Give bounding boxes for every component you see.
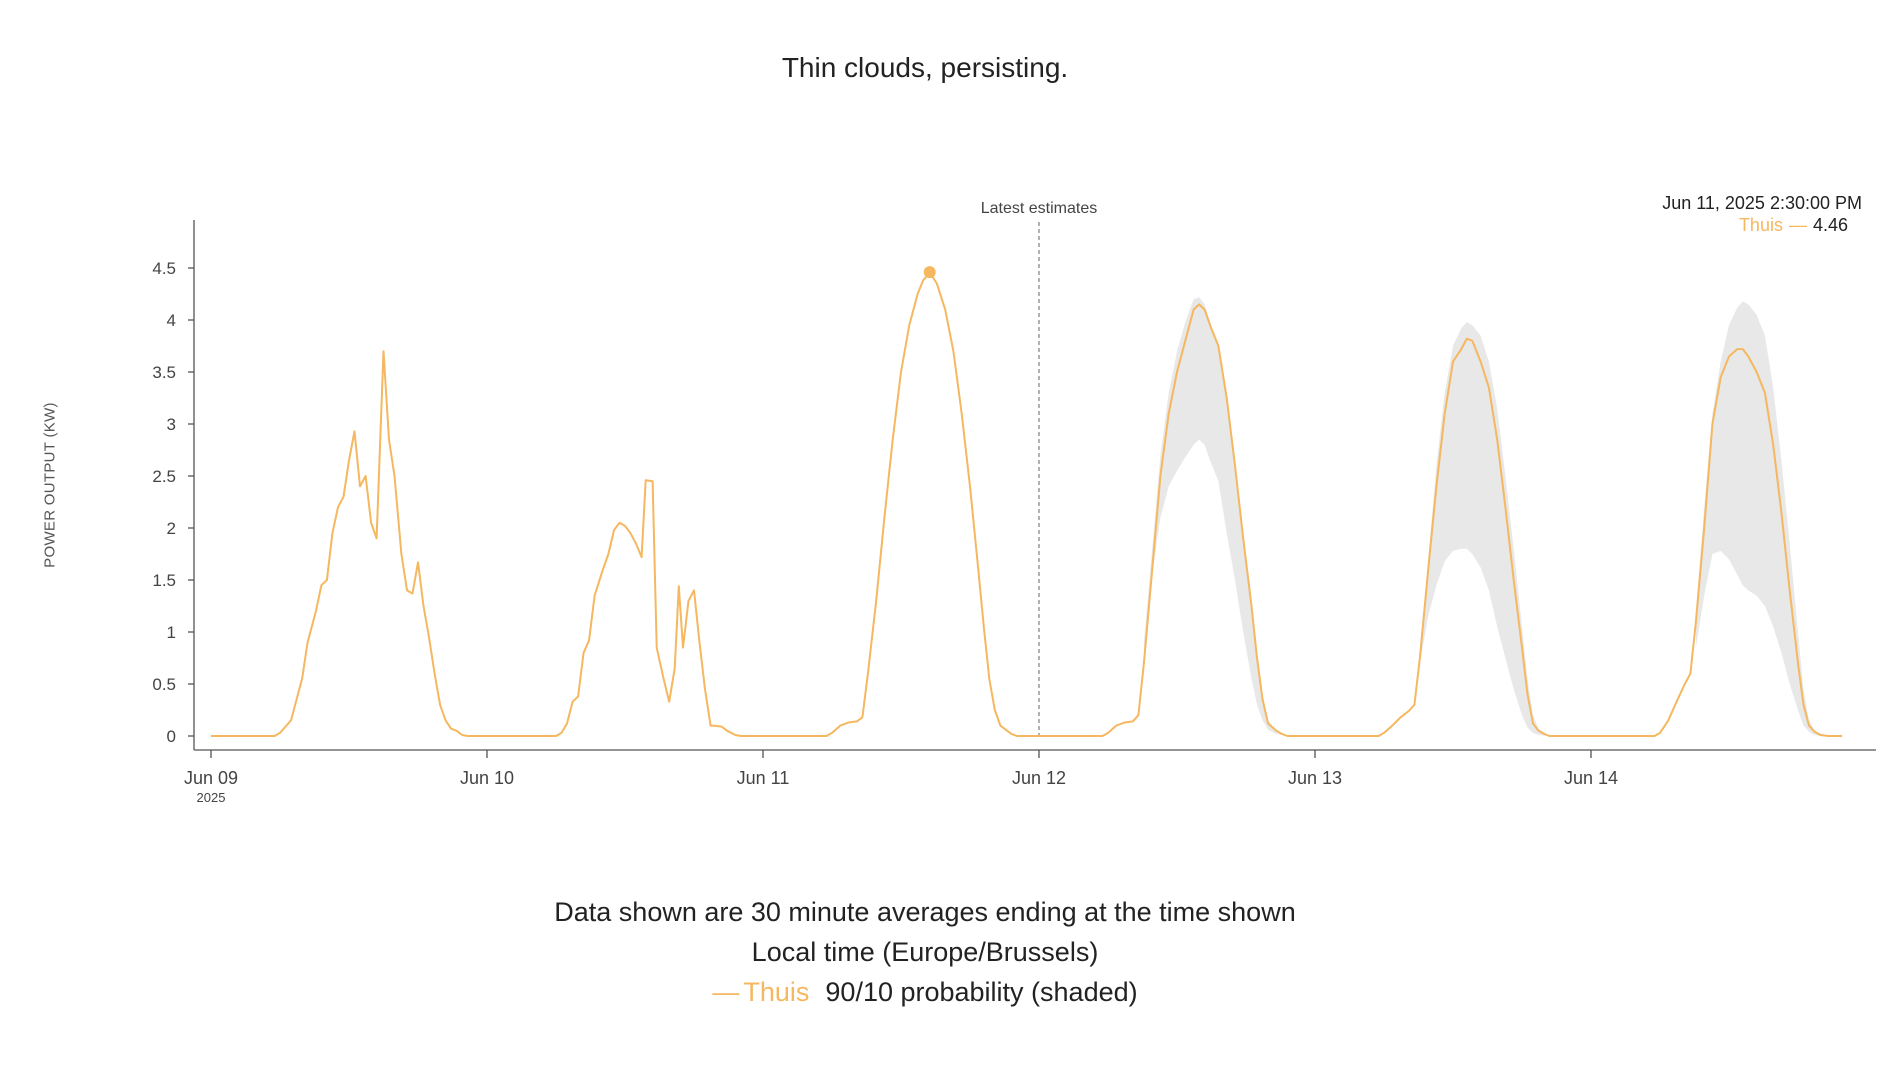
series-layer xyxy=(211,266,1843,737)
tooltip-value: 4.46 xyxy=(1812,215,1848,235)
latest-estimates-marker: Latest estimates xyxy=(981,200,1098,736)
series-line-thuis[interactable] xyxy=(211,271,1843,737)
probability-band-layer xyxy=(1143,297,1829,736)
y-tick-label-3: 1.5 xyxy=(152,571,176,590)
band-area-0 xyxy=(1143,297,1288,736)
legend: — Thuis 90/10 probability (shaded) xyxy=(712,972,1137,1012)
y-tick-label-1: 0.5 xyxy=(152,675,176,694)
y-tick-label-5: 2.5 xyxy=(152,467,176,486)
y-tick-label-4: 2 xyxy=(167,519,176,538)
y-tick-label-7: 3.5 xyxy=(152,363,176,382)
band-area-1 xyxy=(1419,322,1550,736)
chart-title: Thin clouds, persisting. xyxy=(781,52,1069,83)
tooltip-dash: — xyxy=(1788,215,1807,235)
x-tick-label-2: Jun 11 xyxy=(737,768,790,788)
tooltip-date: Jun 11, 2025 2:30:00 PM xyxy=(1662,193,1862,213)
tooltip-series-name: Thuis xyxy=(1738,215,1783,235)
legend-item-band[interactable]: 90/10 probability (shaded) xyxy=(825,977,1138,1007)
tooltip-row: Thuis —4.46 xyxy=(1662,214,1862,236)
note-averages: Data shown are 30 minute averages ending… xyxy=(554,897,1296,927)
x-tick-label-3: Jun 12 xyxy=(1012,768,1066,788)
y-tick-label-8: 4 xyxy=(167,311,176,330)
y-tick-label-9: 4.5 xyxy=(152,259,176,278)
x-tick-sublabel-0: 2025 xyxy=(197,790,226,805)
legend-dash-icon: — xyxy=(712,977,740,1007)
y-tick-label-0: 0 xyxy=(167,727,176,746)
x-tick-label-1: Jun 10 xyxy=(460,768,514,788)
hover-tooltip: Jun 11, 2025 2:30:00 PM Thuis —4.46 xyxy=(1662,192,1862,236)
latest-estimates-label: Latest estimates xyxy=(981,200,1098,217)
legend-item-thuis[interactable]: — Thuis xyxy=(712,972,809,1012)
y-tick-label-2: 1 xyxy=(167,623,176,642)
y-tick-label-6: 3 xyxy=(167,415,176,434)
x-tick-label-5: Jun 14 xyxy=(1564,768,1618,788)
note-timezone: Local time (Europe/Brussels) xyxy=(751,937,1099,967)
highlight-point[interactable] xyxy=(923,266,936,279)
band-area-2 xyxy=(1695,301,1829,736)
legend-series-label: Thuis xyxy=(743,977,810,1007)
x-tick-label-0: Jun 09 xyxy=(184,768,238,788)
axes: 0 0.5 1 1.5 2 2.5 3 3.5 4 4.5 Jun 09 2025 Jun 10 Jun … xyxy=(152,220,1876,805)
chart-notes: Data shown are 30 minute averages ending… xyxy=(0,892,1850,1012)
x-tick-label-4: Jun 13 xyxy=(1288,768,1342,788)
